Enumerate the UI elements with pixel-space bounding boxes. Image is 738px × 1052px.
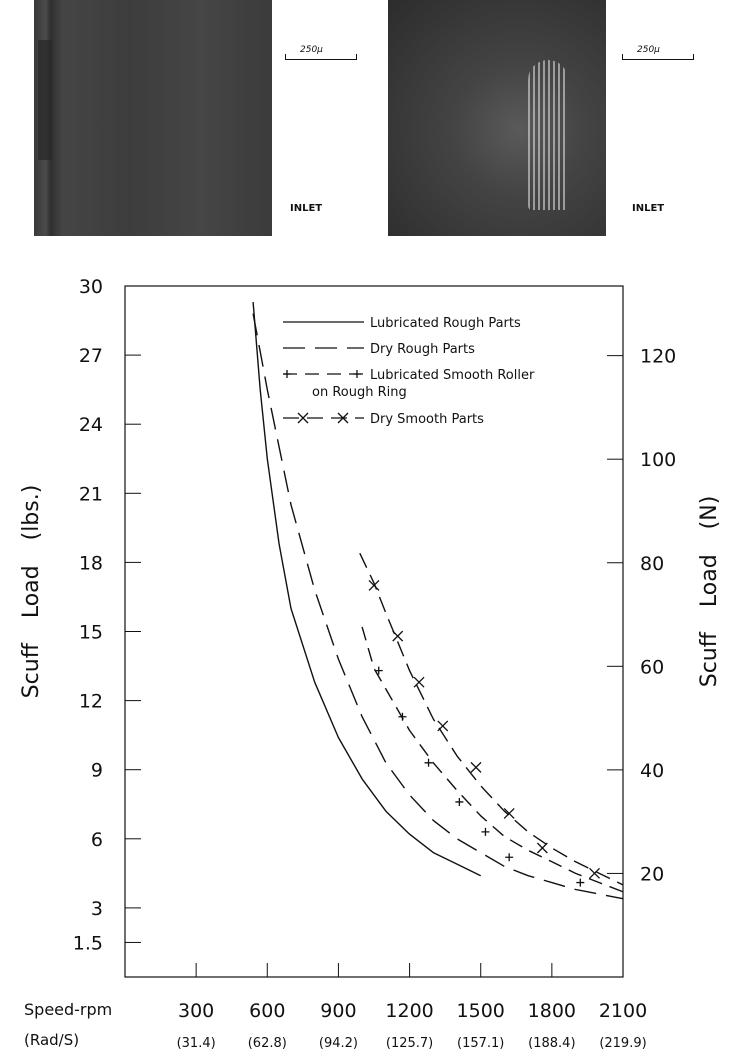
series-line-0 — [252, 302, 482, 877]
y-axis-title: Scuff Load (lbs.) — [19, 485, 44, 699]
legend-label2-2: on Rough Ring — [312, 385, 407, 400]
plus-marker-5 — [505, 853, 514, 862]
cross-marker-2 — [413, 676, 425, 688]
scale-bar-left — [285, 54, 357, 60]
y-tick-label-7: 21 — [79, 483, 103, 505]
y-tick-label-6: 18 — [79, 552, 103, 574]
y2-tick-label-5: 120 — [640, 346, 676, 368]
cross-marker-5 — [503, 808, 515, 819]
cross-marker-3 — [437, 720, 449, 732]
x-tick-label-6: 2100 — [599, 1000, 647, 1022]
y-tick-label-0: 1.5 — [73, 932, 103, 954]
x2-tick-label-2: (94.2) — [319, 1036, 358, 1051]
plus-marker-4 — [481, 827, 490, 836]
cross-marker-6 — [536, 842, 548, 854]
plus-marker-1 — [398, 712, 407, 721]
y-tick-label-4: 12 — [79, 691, 103, 713]
scale-bar-right — [622, 54, 694, 60]
cross-marker-1 — [392, 630, 404, 642]
y2-tick-label-0: 20 — [640, 863, 664, 885]
y2-tick-label-3: 80 — [640, 553, 664, 575]
series-line-1 — [252, 313, 624, 900]
x-tick-label-2: 900 — [320, 1000, 356, 1022]
y-tick-label-9: 27 — [79, 345, 103, 367]
legend-plus-b — [353, 370, 361, 378]
plus-marker-0 — [374, 666, 383, 675]
plus-marker-6 — [576, 878, 585, 887]
x2-axis-title: (Rad/S) — [24, 1031, 79, 1049]
x2-tick-label-5: (188.4) — [528, 1036, 575, 1051]
legend-label-1: Dry Rough Parts — [370, 342, 475, 357]
x-tick-label-0: 300 — [178, 1000, 214, 1022]
y-tick-label-3: 9 — [91, 760, 103, 782]
x2-tick-label-4: (157.1) — [457, 1036, 504, 1051]
x2-tick-label-3: (125.7) — [386, 1036, 433, 1051]
cross-marker-4 — [470, 761, 482, 773]
inlet-label-right: INLET — [632, 203, 665, 214]
legend-label-0: Lubricated Rough Parts — [370, 316, 521, 331]
legend-label-3: Dry Smooth Parts — [370, 412, 484, 427]
x2-tick-label-6: (219.9) — [599, 1036, 646, 1051]
y-tick-label-1: 3 — [91, 898, 103, 920]
series-line-3 — [359, 552, 624, 886]
y2-tick-label-4: 100 — [640, 449, 676, 471]
y-tick-label-10: 30 — [79, 276, 103, 298]
y-tick-label-5: 15 — [79, 622, 103, 644]
photo-right-micrograph — [388, 0, 606, 236]
scuff-streak — [528, 60, 568, 210]
cross-marker-7 — [589, 867, 601, 879]
cross-marker-0 — [368, 579, 380, 591]
x2-tick-label-0: (31.4) — [177, 1036, 216, 1051]
series-line-2 — [361, 626, 624, 893]
photo-left-micrograph — [34, 0, 272, 236]
y2-axis-title: Scuff Load (N) — [697, 496, 722, 688]
scale-label-right: 250μ — [637, 45, 660, 55]
y-tick-label-2: 6 — [91, 829, 103, 851]
y2-tick-label-2: 60 — [640, 656, 664, 678]
y2-tick-label-1: 40 — [640, 760, 664, 782]
scuff-load-chart: 1.5 3 6 9 12 15 18 21 24 27 30 20 40 60 80 100 120 300 (31… — [19, 276, 722, 1051]
legend-cross-a — [297, 412, 309, 424]
x-tick-label-4: 1500 — [457, 1000, 505, 1022]
legend-plus-a — [283, 370, 291, 378]
x-tick-label-1: 600 — [249, 1000, 285, 1022]
scale-label-left: 250μ — [300, 45, 323, 55]
legend-cross-b — [337, 412, 349, 424]
inlet-label-left: INLET — [290, 203, 323, 214]
legend-label-2: Lubricated Smooth Roller — [370, 368, 535, 383]
x2-tick-label-1: (62.8) — [248, 1036, 287, 1051]
x-tick-label-5: 1800 — [528, 1000, 576, 1022]
x-axis-title: Speed-rpm — [24, 1000, 112, 1019]
y-tick-label-8: 24 — [79, 414, 103, 436]
x-tick-label-3: 1200 — [385, 1000, 433, 1022]
plus-marker-2 — [424, 758, 433, 767]
plus-marker-3 — [455, 797, 464, 806]
